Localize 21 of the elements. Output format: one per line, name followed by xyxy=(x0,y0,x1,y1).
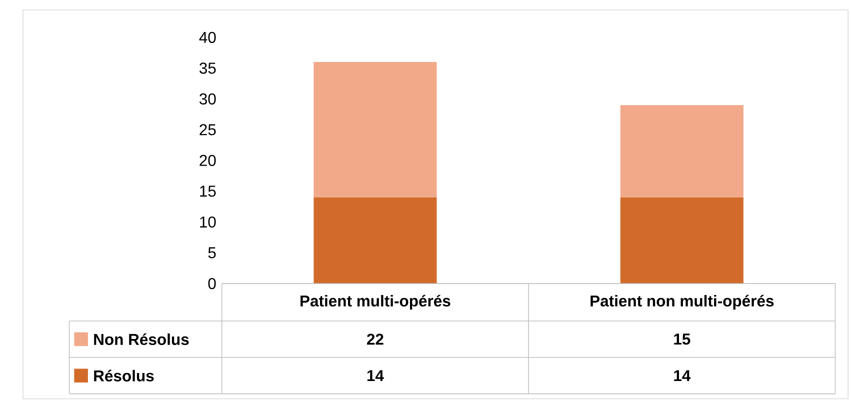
data-label: 14 xyxy=(674,370,691,382)
data-label: 14 xyxy=(367,370,384,382)
bar xyxy=(314,62,437,198)
legend-label: Résolus xyxy=(94,370,154,382)
y-tick-label: 20 xyxy=(200,155,216,166)
y-tick-label: 35 xyxy=(199,62,216,74)
y-tick-label: 10 xyxy=(200,216,216,228)
legend-label: Non Résolus xyxy=(94,333,189,346)
x-tick-label: Patient multi-opérés xyxy=(300,295,450,310)
x-tick-label: Patient non multi-opérés xyxy=(590,295,774,310)
bar xyxy=(620,105,744,198)
y-tick-label: 40 xyxy=(199,32,216,44)
y-tick-label: 0 xyxy=(208,278,216,290)
y-tick-label: 15 xyxy=(200,186,216,197)
y-tick-label: 30 xyxy=(199,94,216,105)
data-label: 15 xyxy=(674,334,690,345)
y-tick-label: 25 xyxy=(200,124,216,136)
bar xyxy=(620,198,744,284)
bar xyxy=(314,198,437,284)
y-tick-label: 5 xyxy=(208,247,216,258)
data-label: 22 xyxy=(366,334,384,345)
